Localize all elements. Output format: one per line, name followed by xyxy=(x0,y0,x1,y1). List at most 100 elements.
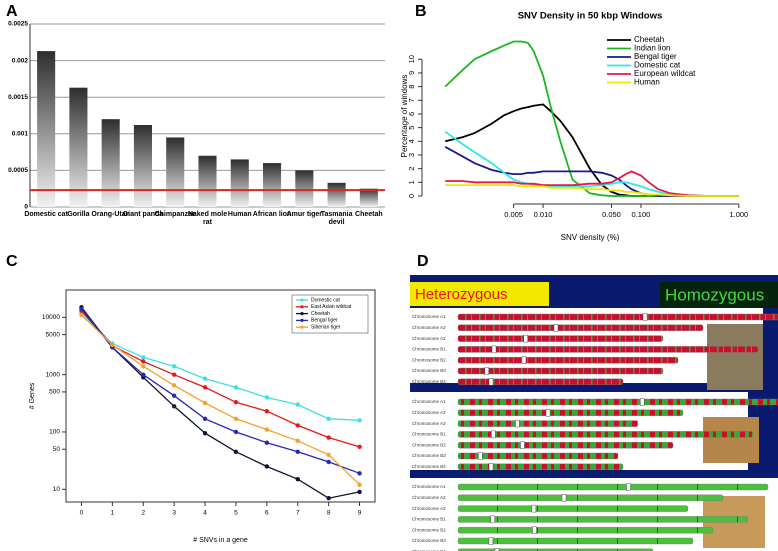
data-point xyxy=(264,427,270,432)
data-point xyxy=(326,452,331,457)
data-point xyxy=(110,342,115,348)
centromere xyxy=(626,483,631,491)
data-point xyxy=(233,416,239,421)
y-tick-label: 5000 xyxy=(46,331,61,338)
chromosome-bar xyxy=(457,483,769,491)
x-tick-label: Cheetah xyxy=(355,211,383,218)
chromosome-bar xyxy=(457,398,778,406)
legend-label: Cheetah xyxy=(311,311,330,317)
chromosome-bar xyxy=(457,431,754,438)
chromosome-bar xyxy=(457,357,679,364)
chromosome-label: Chromosome B3 xyxy=(412,368,446,373)
y-tick-label: 0.0005 xyxy=(8,167,28,174)
y-tick-label: 3 xyxy=(407,153,416,157)
x-tick-label: Human xyxy=(227,211,252,218)
centromere xyxy=(488,463,494,471)
centromere xyxy=(494,548,500,551)
centromere xyxy=(490,515,495,524)
y-tick-label: 0.002 xyxy=(12,57,29,64)
legend-label: Cheetah xyxy=(634,35,664,44)
series-line xyxy=(445,170,739,197)
y-tick-label: 2 xyxy=(407,167,416,171)
y-tick-label: 5 xyxy=(407,126,416,130)
legend-swatch xyxy=(300,305,304,309)
centromere xyxy=(642,313,648,321)
data-point xyxy=(264,440,270,445)
y-tick-label: 0 xyxy=(407,194,416,198)
chromosome-label: Chromosome B1 xyxy=(412,432,446,437)
legend-label: European wildcat xyxy=(634,69,696,78)
legend-label: Siberian tiger xyxy=(311,325,341,331)
x-tick-label: 3 xyxy=(172,510,176,517)
data-point xyxy=(357,489,362,495)
legend-label: Heterozygous xyxy=(415,286,508,303)
data-point xyxy=(326,459,331,465)
bar xyxy=(166,137,185,207)
data-point xyxy=(357,418,362,423)
y-tick-label: 10000 xyxy=(42,314,60,321)
legend-swatch xyxy=(300,312,304,316)
data-point xyxy=(171,364,177,369)
panel-label: A xyxy=(6,3,18,20)
bar xyxy=(230,159,249,207)
data-point xyxy=(202,416,208,421)
x-tick-label: 0.010 xyxy=(534,210,553,219)
panel-d-separator xyxy=(410,470,778,478)
y-tick-label: 0.0015 xyxy=(8,94,28,101)
chromosome-bar xyxy=(457,420,639,427)
data-point xyxy=(295,402,300,407)
chromosome-bar xyxy=(457,516,749,523)
x-tick-label: Orang-Utan xyxy=(91,211,130,218)
y-axis-label: # Genes xyxy=(29,382,36,409)
bar xyxy=(359,188,378,207)
series-line xyxy=(81,310,360,448)
chromosome-label: Chromosome B2 xyxy=(412,527,446,532)
x-tick-label: 5 xyxy=(234,510,238,517)
x-tick-label: 2 xyxy=(141,510,145,517)
data-point xyxy=(295,423,300,428)
chromosome-bar xyxy=(457,335,664,342)
centromere xyxy=(488,537,494,545)
legend-swatch xyxy=(300,325,304,329)
chromosome-bar xyxy=(457,537,694,545)
chromosome-label: Chromosome B1 xyxy=(412,347,446,352)
centromere xyxy=(491,430,496,439)
legend-label: Bengal tiger xyxy=(311,318,338,324)
x-tick-label: African lion xyxy=(252,211,292,218)
chromosome-label: Chromosome B3 xyxy=(412,538,446,543)
x-tick-label: Gorilla xyxy=(67,211,90,218)
panel-label: D xyxy=(417,253,429,270)
y-tick-label: 100 xyxy=(49,429,60,436)
chromosome-bar xyxy=(457,463,624,470)
x-tick-label: 0.050 xyxy=(602,210,621,219)
chromosome-bar xyxy=(457,452,619,460)
data-point xyxy=(171,393,177,398)
y-tick-label: 9 xyxy=(407,71,416,75)
y-tick-label: 0.001 xyxy=(12,131,29,138)
data-point xyxy=(202,431,208,436)
panel-label: B xyxy=(415,3,427,20)
data-point xyxy=(171,383,177,388)
x-tick-label: 1.000 xyxy=(729,210,748,219)
data-point xyxy=(141,355,146,360)
data-point xyxy=(295,449,300,455)
chromosome-bar xyxy=(457,367,664,375)
data-point xyxy=(171,372,177,377)
data-point xyxy=(357,444,362,450)
y-tick-label: 500 xyxy=(49,389,60,396)
x-tick-label: Tasmania devil xyxy=(320,211,353,226)
bar xyxy=(263,163,282,207)
chromosome-bar xyxy=(457,409,684,416)
data-point xyxy=(141,359,146,364)
data-point xyxy=(326,416,331,421)
data-point xyxy=(202,376,208,381)
panel-label: C xyxy=(6,253,18,270)
y-tick-label: 6 xyxy=(407,112,416,116)
x-tick-label: Giant panda xyxy=(122,211,164,218)
y-tick-label: 10 xyxy=(53,486,61,493)
data-point xyxy=(233,429,239,435)
centromere xyxy=(640,398,645,406)
chromosome-label: Chromosome B2 xyxy=(412,442,446,447)
data-point xyxy=(233,385,239,390)
